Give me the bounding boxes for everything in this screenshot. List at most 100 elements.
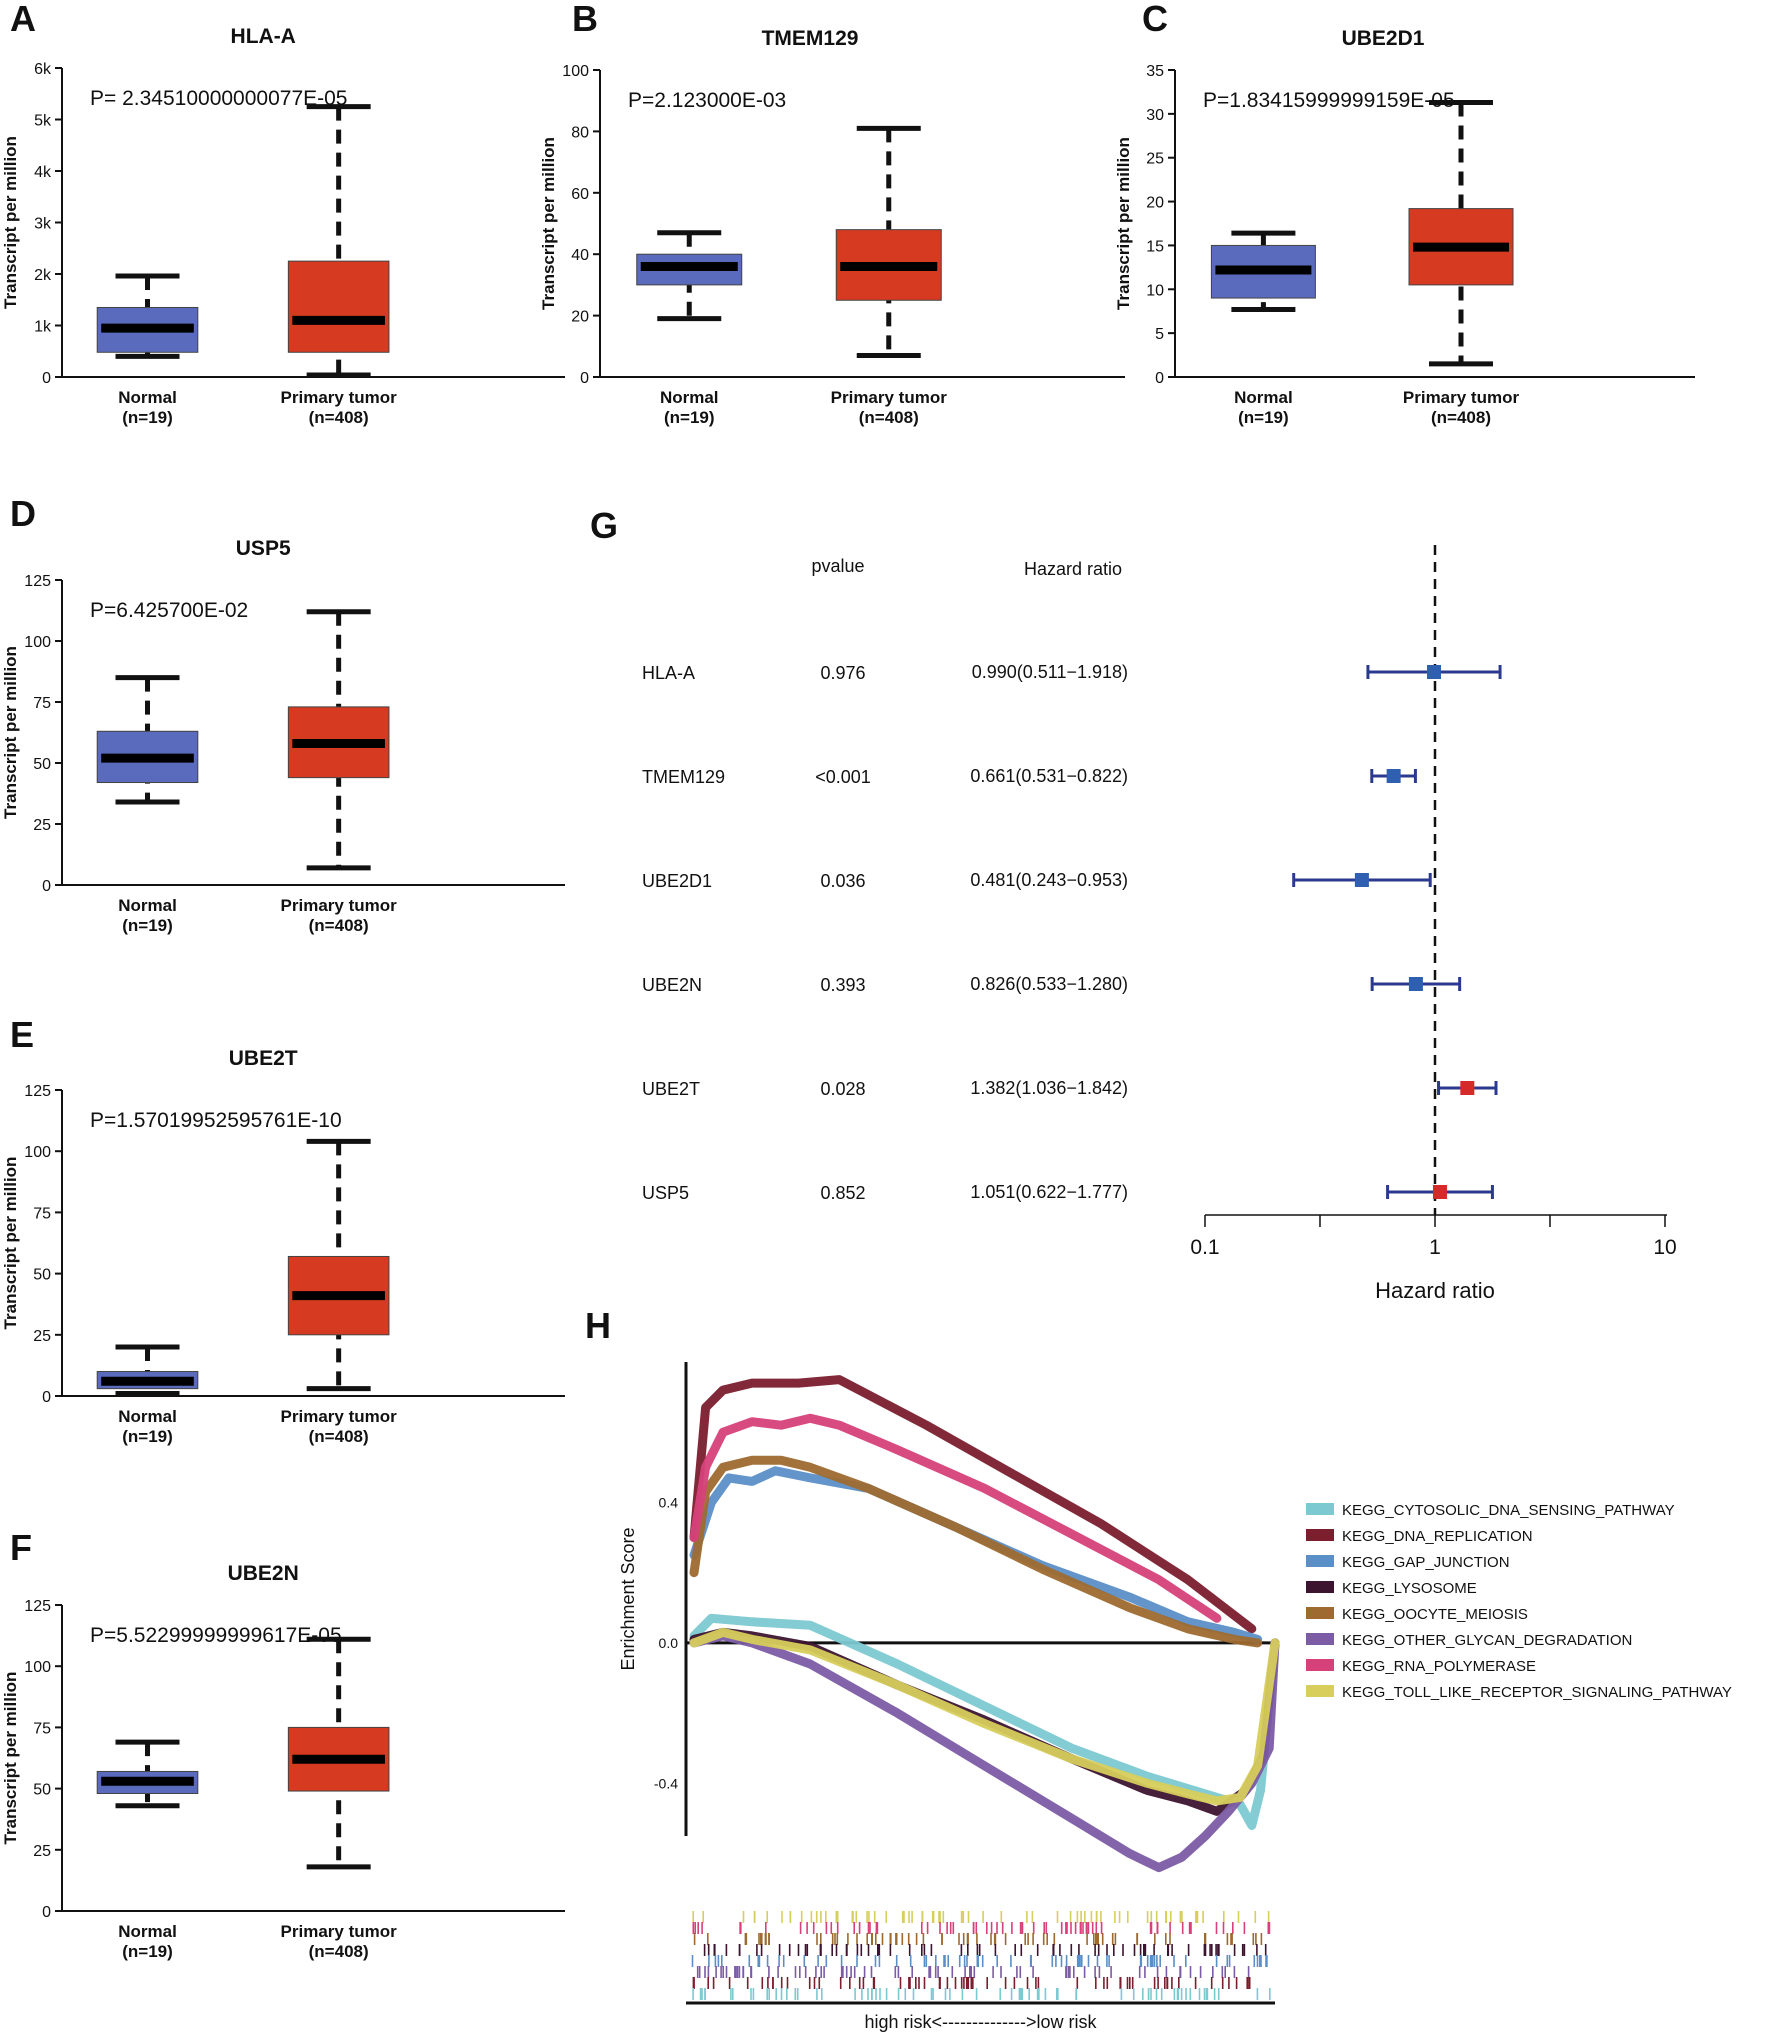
hr-point [1386,769,1401,783]
header-pvalue: pvalue [811,556,864,576]
y-tick-label: 0 [580,370,589,387]
legend-label: KEGG_GAP_JUNCTION [1342,1554,1510,1571]
group-n: (n=19) [1238,408,1289,427]
boxplot-ube2n: F UBE2N P=5.52299999999617E-05 0 25 50 75 100 12… [1,1527,565,1961]
y-tick-label: 3k [34,216,52,233]
box-tumor: Primary tumor(n=408) [1403,99,1519,427]
legend-item: KEGG_TOLL_LIKE_RECEPTOR_SIGNALING_PATHWA… [1306,1684,1732,1701]
legend-label: KEGG_TOLL_LIKE_RECEPTOR_SIGNALING_PATHWA… [1342,1684,1732,1701]
panel-letter: D [10,493,36,534]
legend-label: KEGG_LYSOSOME [1342,1580,1477,1597]
p-value: P=6.425700E-02 [90,599,248,622]
y-tick-label: 0 [42,370,51,387]
legend-swatch [1306,1607,1334,1619]
group-n: (n=408) [859,408,919,427]
y-tick-label: 0.4 [659,1494,679,1510]
gene-name: UBE2D1 [642,871,712,891]
y-tick-label: 20 [1146,195,1164,212]
box-tumor: Primary tumor(n=408) [281,1138,398,1446]
y-tick-label: 0 [42,1904,51,1921]
y-tick-label: 125 [24,573,51,590]
p-value: P=1.83415999999159E-05 [1203,89,1455,112]
group-n: (n=19) [122,408,173,427]
y-tick-label: 100 [562,63,589,80]
panel-letter: G [590,505,618,546]
es-curve-kegg-oocyte-meiosis [689,1455,1263,1648]
es-curve-kegg-gap-junction [689,1466,1263,1644]
es-curve-kegg-rna-polymerase [689,1413,1222,1623]
group-name: Primary tumor [281,1407,398,1426]
y-tick-label: 5 [1155,326,1164,343]
forest-row-ube2n: UBE2N 0.393 0.826(0.533−1.280) [642,974,1462,995]
legend-item: KEGG_RNA_POLYMERASE [1306,1658,1536,1675]
row-pvalue: 0.393 [820,975,865,995]
legend-swatch [1306,1659,1334,1671]
y-tick-label: 0 [1155,370,1164,387]
y-tick-label: 0 [42,878,51,895]
group-n: (n=408) [309,916,369,935]
y-tick-label: 80 [571,124,589,141]
box-tumor: Primary tumor(n=408) [281,104,398,427]
y-tick-label: 60 [571,186,589,203]
y-axis-label: Enrichment Score [618,1527,638,1670]
box-normal: Normal(n=19) [96,1344,199,1446]
legend-swatch [1306,1633,1334,1645]
y-axis-label: Transcript per million [1,646,20,819]
group-n: (n=19) [122,1427,173,1446]
box-tumor: Primary tumor(n=408) [281,609,397,935]
row-pvalue: 0.852 [820,1183,865,1203]
y-tick-label: 35 [1146,63,1164,80]
p-value: P=1.57019952595761E-10 [90,1109,342,1132]
y-tick-label: 30 [1146,107,1164,124]
group-name: Normal [1234,388,1293,407]
panel-title: USP5 [236,537,291,560]
y-tick-label: 10 [1146,282,1164,299]
boxplot-hla-a: A HLA-A P= 2.34510000000077E-05 0 1k 2k 3k 4k 5k… [1,0,565,427]
group-name: Normal [660,388,719,407]
gsea-plot: H 0.4 0.0 -0.4 Enrichment Score KEGG_CYTOSOLI… [585,1305,1732,2032]
y-tick-label: 50 [33,1782,51,1799]
y-tick-label: 25 [1146,151,1164,168]
row-hazard-ratio: 0.481(0.243−0.953) [970,870,1128,890]
forest-row-hla-a: HLA-A 0.976 0.990(0.511−1.918) [642,662,1502,683]
hr-point [1408,977,1423,991]
y-tick-label: 125 [24,1598,51,1615]
row-pvalue: 0.976 [820,663,865,683]
legend-item: KEGG_OTHER_GLYCAN_DEGRADATION [1306,1632,1632,1649]
y-tick-label: 0 [42,1389,51,1406]
row-pvalue: 0.036 [820,871,865,891]
legend-label: KEGG_RNA_POLYMERASE [1342,1658,1536,1675]
row-pvalue: <0.001 [815,767,871,787]
y-tick-label: 2k [34,267,52,284]
legend-swatch [1306,1529,1334,1541]
y-tick-label: 50 [33,1267,51,1284]
panel-letter: E [10,1014,34,1055]
group-name: Primary tumor [281,388,398,407]
row-hazard-ratio: 1.382(1.036−1.842) [970,1078,1128,1098]
y-tick-label: 75 [33,695,51,712]
boxplot-usp5: D USP5 P=6.425700E-02 0 25 50 75 100 125 Transcri… [1,493,565,935]
gene-name: TMEM129 [642,767,725,787]
x-tick-label: 1 [1429,1236,1441,1259]
legend-item: KEGG_CYTOSOLIC_DNA_SENSING_PATHWAY [1306,1502,1675,1519]
gene-name: UBE2N [642,975,702,995]
gene-name: USP5 [642,1183,689,1203]
y-tick-label: 40 [571,247,589,264]
y-tick-label: 5k [34,113,52,130]
forest-row-usp5: USP5 0.852 1.051(0.622−1.777) [642,1182,1494,1203]
group-n: (n=19) [664,408,715,427]
y-axis-label: Transcript per million [1,1157,20,1330]
y-tick-label: 75 [33,1205,51,1222]
y-tick-label: 0.0 [659,1635,679,1651]
box-tumor: Primary tumor(n=408) [281,1636,397,1961]
row-hazard-ratio: 0.826(0.533−1.280) [970,974,1128,994]
group-n: (n=408) [1431,408,1491,427]
panel-letter: A [10,0,36,39]
y-tick-label: 100 [24,1659,51,1676]
forest-row-ube2t: UBE2T 0.028 1.382(1.036−1.842) [642,1078,1498,1099]
legend-swatch [1306,1581,1334,1593]
box-normal: Normal(n=19) [1210,230,1316,427]
box-tumor: Primary tumor(n=408) [831,125,947,427]
